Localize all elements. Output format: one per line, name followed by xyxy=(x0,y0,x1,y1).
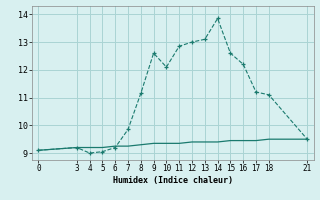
X-axis label: Humidex (Indice chaleur): Humidex (Indice chaleur) xyxy=(113,176,233,185)
